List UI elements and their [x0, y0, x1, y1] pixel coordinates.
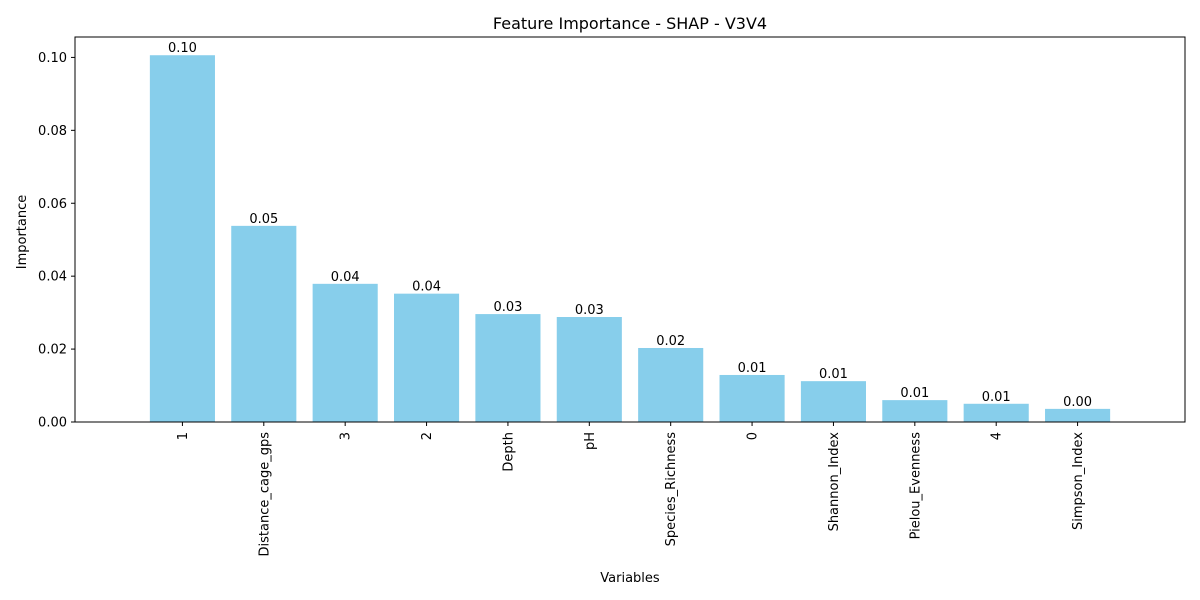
x-tick-label: Shannon_Index [827, 432, 842, 532]
bar-value-label: 0.00 [1063, 395, 1092, 410]
bar [800, 381, 866, 422]
x-tick-label: pH [583, 432, 598, 450]
bar-value-label: 0.03 [575, 303, 604, 318]
bar [882, 400, 948, 422]
x-tick-label: Simpson_Index [1071, 432, 1086, 530]
bar-value-label: 0.04 [331, 270, 360, 285]
x-tick-label: Distance_cage_gps [257, 432, 272, 557]
bar [1045, 408, 1111, 422]
y-tick-label: 0.00 [38, 416, 67, 431]
bar [556, 317, 622, 422]
x-tick-label: 0 [746, 432, 761, 440]
bar [394, 293, 460, 422]
bar-value-label: 0.10 [168, 41, 197, 56]
bar [312, 283, 378, 422]
bar-value-label: 0.04 [412, 280, 441, 295]
x-tick-label: 3 [339, 432, 354, 440]
y-tick-label: 0.04 [38, 270, 67, 285]
bar-value-label: 0.02 [656, 334, 685, 349]
bar-value-label: 0.01 [819, 367, 848, 382]
y-tick-label: 0.02 [38, 343, 67, 358]
bar-value-label: 0.01 [900, 386, 929, 401]
x-axis-label: Variables [600, 571, 660, 586]
data-labels-group: 0.10 0.05 0.04 0.04 0.03 0.03 0.02 0.01 0.01 0.01… [168, 41, 1092, 410]
x-tick-label: Pielou_Evenness [908, 432, 923, 540]
bar [638, 347, 704, 422]
x-tick-label: Species_Richness [664, 432, 679, 547]
y-axis-ticks: 0.00 0.02 0.04 0.06 0.08 0.10 [38, 51, 75, 431]
x-tick-label: 2 [420, 432, 435, 440]
bar [719, 374, 785, 422]
y-tick-label: 0.06 [38, 197, 67, 212]
x-tick-label: Depth [501, 432, 516, 472]
bar [475, 314, 541, 422]
bar-value-label: 0.05 [249, 212, 278, 227]
bar [963, 403, 1029, 422]
y-axis-label: Importance [15, 195, 30, 270]
x-tick-label: 1 [176, 432, 191, 440]
bars-group [149, 55, 1111, 423]
bar [149, 55, 215, 423]
y-tick-label: 0.10 [38, 51, 67, 66]
bar-value-label: 0.03 [493, 300, 522, 315]
y-tick-label: 0.08 [38, 124, 67, 139]
x-tick-label: 4 [990, 432, 1005, 440]
x-axis-ticks: 1 Distance_cage_gps 3 2 Depth pH Species_Richn… [176, 422, 1086, 556]
plot-area-frame [74, 36, 1186, 423]
chart-title: Feature Importance - SHAP - V3V4 [493, 14, 767, 33]
bar-value-label: 0.01 [982, 390, 1011, 405]
bar [231, 225, 297, 422]
bar-value-label: 0.01 [738, 361, 767, 376]
